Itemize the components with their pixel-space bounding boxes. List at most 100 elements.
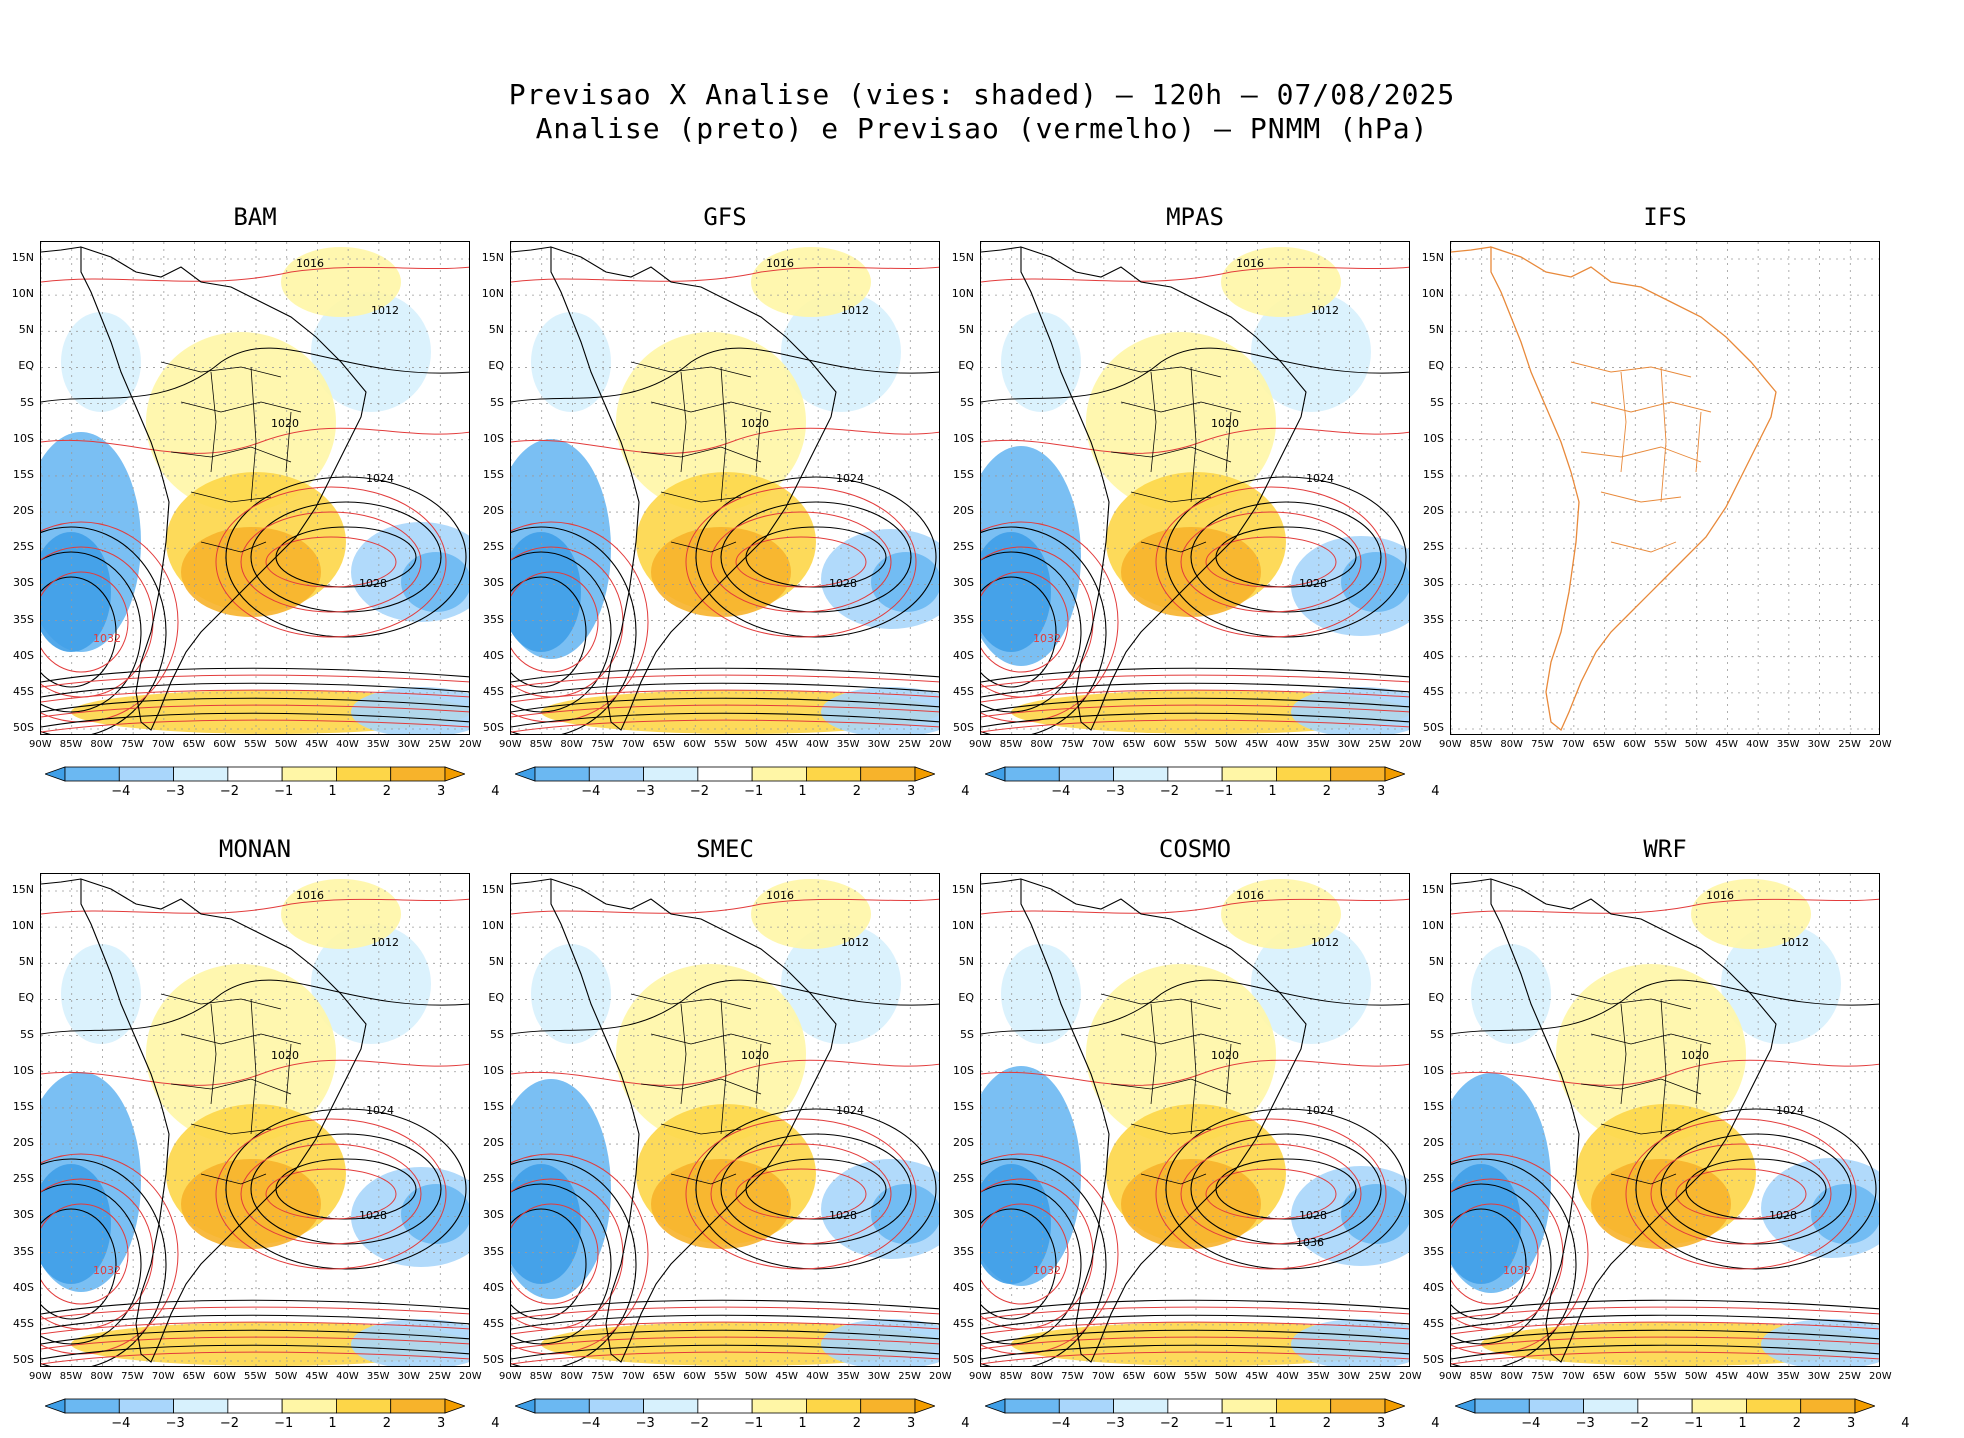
lat-tick-label: 10N <box>951 287 974 301</box>
colorbar-tick-label: 2 <box>852 1416 861 1431</box>
colorbar-tick-label: −1 <box>1684 1416 1704 1431</box>
colorbar-swatch <box>1800 1398 1856 1414</box>
lat-tick-label: 15N <box>951 251 974 264</box>
lat-tick-label: 10N <box>481 919 504 933</box>
lon-tick-label: 90W <box>969 1371 992 1382</box>
lon-tick-label: 45W <box>1245 739 1269 750</box>
lat-tick-label: 10S <box>1423 431 1444 445</box>
forecast-isobar <box>511 674 939 688</box>
model-panel-wrf: WRF 1016 1012 1020 1024 1028 1032 15N 10N 5N EQ 5S 1… <box>1422 835 1892 1382</box>
country-border <box>1620 1003 1627 1105</box>
colorbar-swatch <box>1004 1398 1060 1414</box>
lat-tick-label: 20S <box>1423 504 1444 518</box>
lat-tick-label: 45S <box>1423 684 1444 698</box>
central-america-coast <box>511 878 552 885</box>
isobars: 1016 1012 1020 1024 1028 <box>511 889 939 1366</box>
lat-tick-label: 5N <box>1428 955 1444 969</box>
high-center-label: 1028 <box>359 577 387 590</box>
colorbar-swatches <box>43 766 467 782</box>
bias-shading <box>41 247 469 734</box>
colorbar-tick-label: −4 <box>581 1416 601 1431</box>
lat-tick-label: 10N <box>1421 287 1444 301</box>
colorbar-tick-label: −2 <box>1159 784 1180 799</box>
analysis-isobar <box>41 1183 142 1345</box>
analysis-isobar <box>41 712 469 728</box>
forecast-isobar <box>981 689 1409 703</box>
analysis-isobar <box>511 1158 637 1366</box>
colorbar-high-arrow <box>444 1398 467 1414</box>
analysis-isobar <box>981 1158 1107 1366</box>
country-border <box>720 998 727 1135</box>
forecast-isobar <box>41 427 469 454</box>
forecast-isobar <box>1451 898 1879 915</box>
central-america-coast <box>981 246 1022 253</box>
colorbar-tick-label: 3 <box>437 1416 446 1431</box>
lon-tick-label: 25W <box>428 1371 451 1382</box>
lat-tick-label: 20S <box>1423 1136 1444 1150</box>
country-border <box>250 998 257 1135</box>
lon-tick-label: 60W <box>213 739 236 750</box>
country-border <box>1110 446 1232 463</box>
lon-tick-label: 70W <box>1561 1371 1585 1382</box>
colorbar-swatch <box>643 766 699 782</box>
forecast-isobar <box>1180 1143 1362 1245</box>
colorbar-high-arrow <box>1854 1398 1877 1414</box>
panel-title: IFS <box>1643 203 1687 231</box>
central-america-coast <box>511 246 552 253</box>
colorbar-swatch <box>1058 1398 1114 1414</box>
map-canvas: 1016 1012 1020 1024 1028 1032 <box>981 242 1409 734</box>
analysis-isobar <box>511 1329 939 1345</box>
analysis-isobar <box>250 1133 442 1245</box>
country-border <box>200 1173 267 1185</box>
lat-tick-label: 15S <box>13 1099 34 1113</box>
isobar-label: 1016 <box>1236 889 1264 902</box>
high-center-label: 1032 <box>1503 1264 1531 1277</box>
lat-tick-label: 10S <box>483 431 504 445</box>
lon-tick-label: 65W <box>1122 739 1146 750</box>
lat-tick-label: 50S <box>953 1353 974 1366</box>
colorbar-tick-label: −3 <box>1105 1416 1125 1431</box>
bias-blob <box>1591 1159 1731 1249</box>
lon-tick-label: 60W <box>683 739 706 750</box>
lon-tick-label: 20W <box>1399 1371 1422 1382</box>
lat-tick-label: 40S <box>483 1280 504 1294</box>
analysis-isobar <box>1451 1208 1527 1320</box>
country-border <box>1130 1123 1212 1135</box>
colorbar-tick-label: −2 <box>1629 1416 1650 1431</box>
lat-tick-label: 30S <box>483 576 504 590</box>
lat-lon-grid <box>41 874 469 1366</box>
isobar-label: 1016 <box>1706 889 1734 902</box>
map-frame: 1016 1012 1020 1024 1028 1032 <box>40 241 470 735</box>
lon-tick-label: 55W <box>1184 739 1207 750</box>
lat-tick-label: 25S <box>1423 540 1444 554</box>
analysis-isobar <box>511 712 939 728</box>
lat-tick-label: 10S <box>13 1063 34 1077</box>
analysis-isobar <box>1451 1314 1879 1330</box>
lat-tick-label: 35S <box>1423 612 1444 626</box>
country-border <box>1150 371 1157 473</box>
high-center-label: 1028 <box>829 577 857 590</box>
lon-tick-label: 35W <box>1776 739 1800 750</box>
isobar-label: 1016 <box>766 889 794 902</box>
lon-tick-label: 60W <box>1623 1371 1646 1382</box>
forecast-isobar <box>41 266 469 283</box>
analysis-isobar <box>720 1133 912 1245</box>
forecast-isobar <box>981 427 1409 454</box>
lon-tick-label: 80W <box>560 1371 584 1382</box>
lon-tick-label: 55W <box>1654 1371 1677 1382</box>
map-canvas: 1016 1012 1020 1024 1028 1032 <box>1451 874 1879 1366</box>
lon-tick-label: 70W <box>1561 739 1585 750</box>
country-border <box>670 541 737 553</box>
lat-tick-label: 50S <box>13 1353 34 1366</box>
forecast-isobar <box>511 1336 939 1350</box>
map-frame: 1016 1012 1020 1024 1028 1032 1036 <box>980 873 1410 1367</box>
lon-tick-label: 70W <box>151 739 175 750</box>
analysis-isobar <box>981 979 1409 1035</box>
model-panel-cosmo: COSMO 1016 1012 1020 1024 1028 1032 1036 15N 10N 5… <box>952 835 1422 1382</box>
forecast-isobar <box>41 1336 469 1350</box>
isobar-label: 1024 <box>1306 1104 1334 1117</box>
colorbar-tick-label: −1 <box>744 1416 764 1431</box>
lat-tick-label: 50S <box>13 721 34 734</box>
bias-blob <box>1451 1164 1521 1284</box>
colorbar-tick-label: 3 <box>437 784 446 799</box>
